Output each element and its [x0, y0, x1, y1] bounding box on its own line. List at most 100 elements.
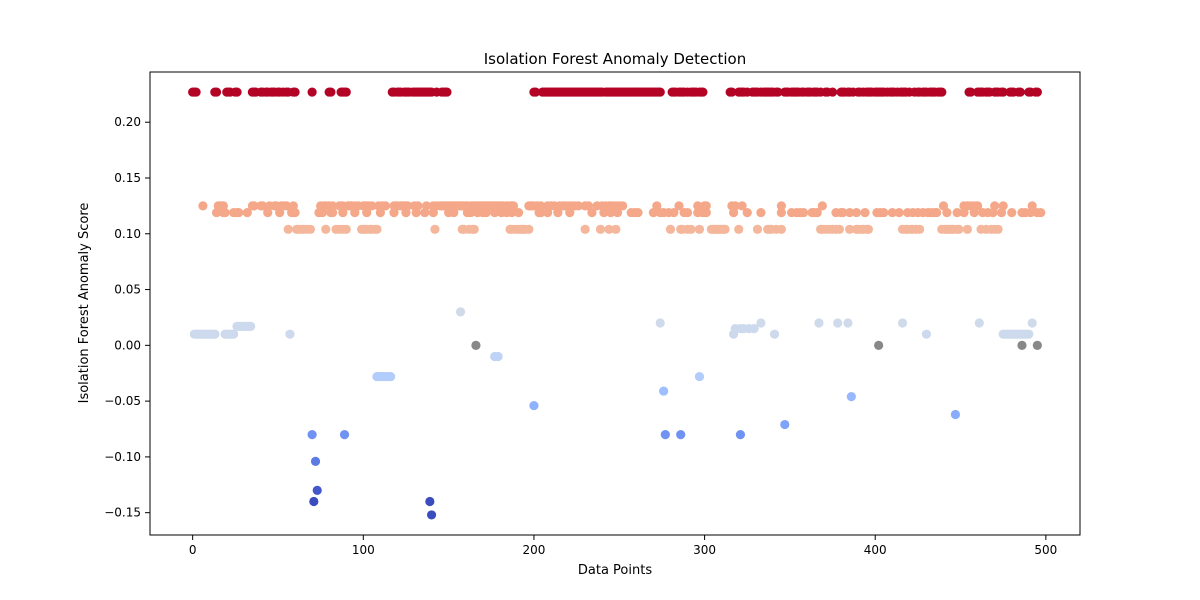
data-point: [595, 224, 606, 234]
chart-title: Isolation Forest Anomaly Detection: [484, 50, 747, 68]
data-point: [720, 224, 730, 234]
data-point: [321, 224, 331, 234]
data-point: [529, 400, 539, 411]
y-axis: −0.15 −0.10 −0.05 0.00 0.05 0.10 0.15 0.20: [104, 115, 150, 520]
data-point: [290, 207, 300, 218]
data-point: [536, 207, 546, 218]
data-point: [312, 485, 322, 495]
data-point: [326, 87, 336, 97]
data-point: [599, 207, 609, 218]
data-point: [966, 87, 976, 97]
data-point: [338, 207, 348, 218]
y-axis-label: Isolation Forest Anomaly Score: [77, 203, 92, 404]
data-point: [954, 224, 964, 234]
data-point: [565, 207, 575, 218]
data-point: [580, 224, 590, 234]
x-tick-label: 400: [864, 543, 887, 557]
data-point: [611, 224, 621, 234]
data-point: [283, 224, 293, 234]
data-point: [834, 224, 844, 234]
data-point: [887, 207, 897, 218]
data-point: [543, 207, 553, 218]
data-point: [693, 201, 703, 211]
data-point: [428, 207, 438, 218]
data-point: [524, 224, 534, 234]
data-point: [317, 207, 327, 218]
data-point: [780, 419, 790, 430]
points-layer: [188, 87, 1046, 520]
data-point: [372, 224, 382, 234]
data-point: [694, 224, 705, 234]
data-point: [430, 224, 440, 234]
data-point: [281, 201, 292, 211]
data-point: [471, 340, 481, 350]
y-tick-label: 0.00: [114, 338, 141, 352]
data-point: [942, 207, 952, 218]
x-tick-label: 300: [693, 543, 716, 557]
data-point: [455, 307, 466, 317]
data-point: [817, 201, 827, 211]
data-point: [952, 207, 962, 218]
data-point: [729, 207, 739, 218]
y-tick-label: 0.10: [114, 227, 141, 241]
data-point: [812, 207, 822, 218]
data-point: [307, 429, 317, 440]
x-tick-label: 200: [522, 543, 545, 557]
data-point: [307, 87, 317, 97]
data-point: [339, 429, 350, 440]
data-point: [874, 340, 884, 350]
data-point: [998, 87, 1008, 97]
x-axis-label: Data Points: [578, 563, 652, 578]
data-point: [776, 207, 786, 218]
data-point: [341, 224, 351, 234]
data-point: [327, 207, 338, 218]
data-point: [386, 371, 396, 382]
data-point: [490, 207, 500, 218]
data-point: [860, 207, 870, 218]
data-point: [752, 224, 763, 234]
data-point: [411, 207, 421, 218]
data-point: [249, 201, 259, 211]
data-point: [618, 201, 628, 211]
data-point: [648, 207, 658, 218]
data-point: [698, 87, 708, 97]
data-point: [275, 207, 285, 218]
data-point: [469, 224, 479, 234]
data-point: [846, 392, 856, 402]
data-point: [1036, 207, 1046, 218]
data-point: [1017, 340, 1027, 350]
data-point: [749, 324, 759, 334]
data-point: [660, 429, 670, 440]
data-point: [962, 224, 972, 234]
y-tick-label: 0.05: [114, 283, 141, 297]
data-point: [827, 87, 838, 97]
data-point: [769, 329, 780, 339]
data-point: [694, 371, 705, 382]
data-point: [676, 429, 686, 440]
data-point: [305, 224, 315, 234]
data-point: [211, 87, 222, 97]
y-tick-label: 0.15: [114, 171, 141, 185]
data-point: [845, 224, 855, 234]
data-point: [701, 207, 711, 218]
data-point: [449, 207, 459, 218]
data-point: [210, 329, 220, 339]
data-point: [553, 207, 563, 218]
data-point: [993, 224, 1003, 234]
data-point: [996, 207, 1007, 218]
data-point: [341, 87, 351, 97]
data-point: [729, 329, 739, 339]
data-point: [974, 318, 984, 328]
data-point: [285, 329, 295, 339]
data-point: [1024, 329, 1034, 339]
data-point: [742, 207, 752, 218]
data-point: [191, 87, 201, 97]
data-point: [1015, 87, 1025, 97]
data-point: [655, 318, 665, 328]
data-point: [756, 207, 766, 218]
data-point: [937, 87, 947, 97]
data-point: [735, 429, 746, 440]
data-point: [375, 207, 385, 218]
data-point: [211, 207, 222, 218]
